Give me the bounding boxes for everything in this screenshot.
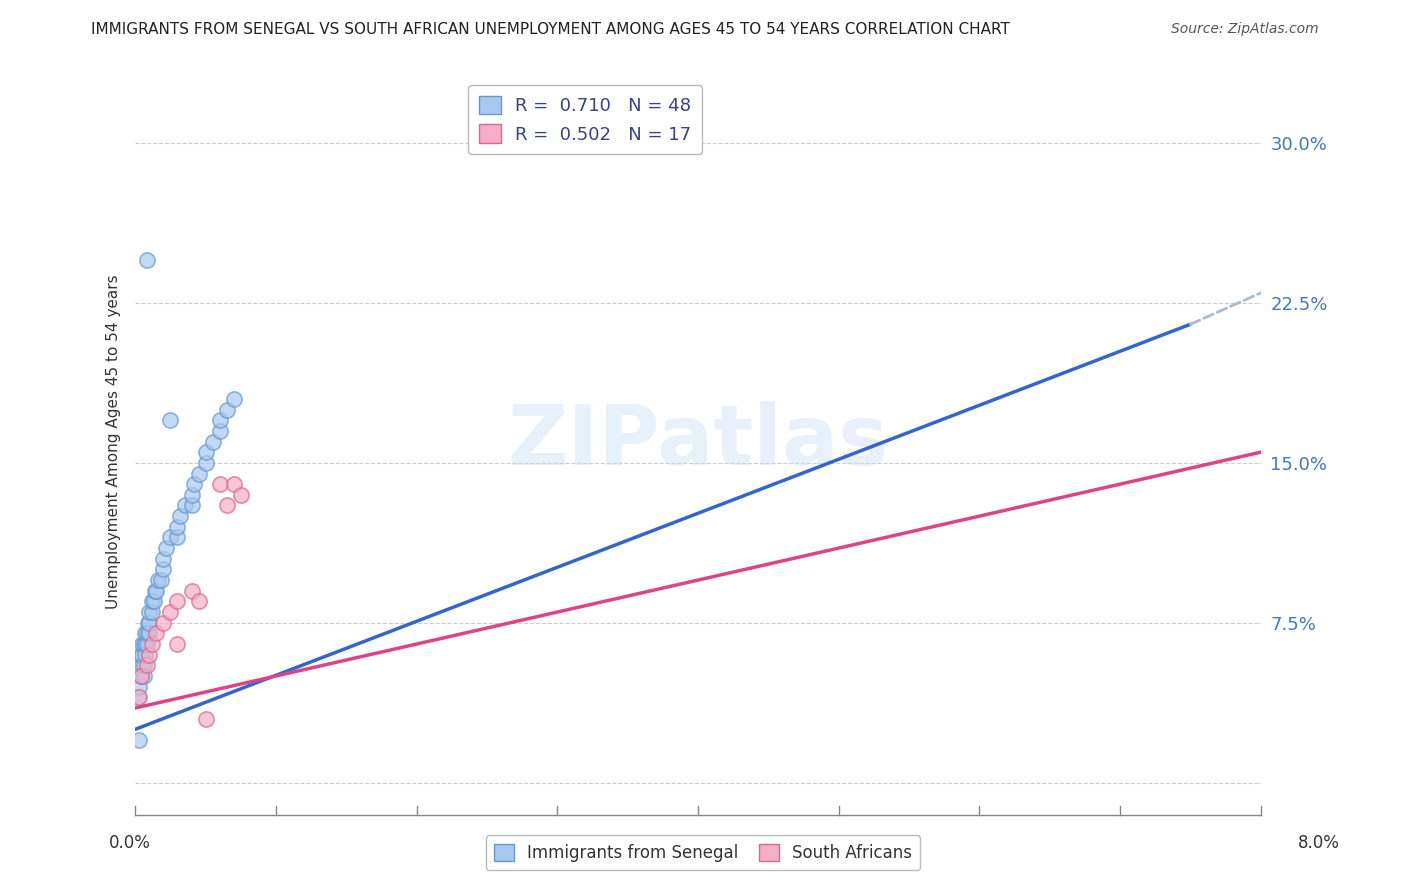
Point bbox=[215, 499, 238, 513]
Point bbox=[166, 594, 188, 608]
Point bbox=[127, 690, 149, 705]
Point bbox=[222, 477, 245, 491]
Point bbox=[194, 456, 217, 470]
Point bbox=[229, 488, 252, 502]
Point bbox=[145, 626, 167, 640]
Point bbox=[201, 434, 224, 449]
Point bbox=[146, 573, 169, 587]
Point bbox=[131, 648, 153, 662]
Y-axis label: Unemployment Among Ages 45 to 54 years: Unemployment Among Ages 45 to 54 years bbox=[107, 274, 121, 609]
Point bbox=[152, 615, 174, 630]
Point bbox=[155, 541, 177, 555]
Point bbox=[173, 499, 195, 513]
Point bbox=[128, 680, 150, 694]
Point bbox=[138, 615, 160, 630]
Point bbox=[131, 637, 153, 651]
Point bbox=[134, 637, 156, 651]
Point bbox=[129, 648, 152, 662]
Point bbox=[166, 520, 188, 534]
Point bbox=[128, 733, 150, 747]
Point bbox=[149, 573, 172, 587]
Point bbox=[143, 583, 166, 598]
Point bbox=[135, 658, 157, 673]
Point bbox=[169, 509, 191, 524]
Point bbox=[129, 669, 152, 683]
Point bbox=[208, 477, 231, 491]
Point bbox=[180, 488, 202, 502]
Point bbox=[141, 605, 163, 619]
Point bbox=[134, 648, 156, 662]
Text: 8.0%: 8.0% bbox=[1298, 834, 1340, 852]
Point bbox=[132, 637, 155, 651]
Point bbox=[138, 648, 160, 662]
Point bbox=[135, 626, 157, 640]
Point bbox=[187, 467, 209, 481]
Point bbox=[180, 583, 202, 598]
Point bbox=[138, 626, 160, 640]
Point bbox=[180, 499, 202, 513]
Legend: Immigrants from Senegal, South Africans: Immigrants from Senegal, South Africans bbox=[485, 836, 921, 871]
Point bbox=[159, 605, 181, 619]
Point bbox=[194, 712, 217, 726]
Point bbox=[152, 551, 174, 566]
Point bbox=[222, 392, 245, 406]
Text: Source: ZipAtlas.com: Source: ZipAtlas.com bbox=[1171, 22, 1319, 37]
Point bbox=[132, 658, 155, 673]
Point bbox=[132, 669, 155, 683]
Point bbox=[134, 626, 156, 640]
Point bbox=[194, 445, 217, 459]
Point bbox=[208, 424, 231, 438]
Text: IMMIGRANTS FROM SENEGAL VS SOUTH AFRICAN UNEMPLOYMENT AMONG AGES 45 TO 54 YEARS : IMMIGRANTS FROM SENEGAL VS SOUTH AFRICAN… bbox=[91, 22, 1011, 37]
Point bbox=[183, 477, 205, 491]
Point bbox=[136, 615, 159, 630]
Point bbox=[141, 637, 163, 651]
Point bbox=[159, 413, 181, 427]
Point bbox=[208, 413, 231, 427]
Point bbox=[129, 669, 152, 683]
Text: ZIPatlas: ZIPatlas bbox=[508, 401, 889, 482]
Point bbox=[135, 637, 157, 651]
Point bbox=[152, 562, 174, 576]
Point bbox=[128, 690, 150, 705]
Point bbox=[159, 531, 181, 545]
Point bbox=[166, 531, 188, 545]
Text: 0.0%: 0.0% bbox=[108, 834, 150, 852]
Point bbox=[145, 583, 167, 598]
Legend: R =  0.710   N = 48, R =  0.502   N = 17: R = 0.710 N = 48, R = 0.502 N = 17 bbox=[468, 85, 703, 154]
Point bbox=[131, 658, 153, 673]
Point bbox=[166, 637, 188, 651]
Point bbox=[141, 594, 163, 608]
Point bbox=[135, 253, 157, 268]
Point bbox=[138, 605, 160, 619]
Point bbox=[215, 402, 238, 417]
Point bbox=[142, 594, 165, 608]
Point bbox=[187, 594, 209, 608]
